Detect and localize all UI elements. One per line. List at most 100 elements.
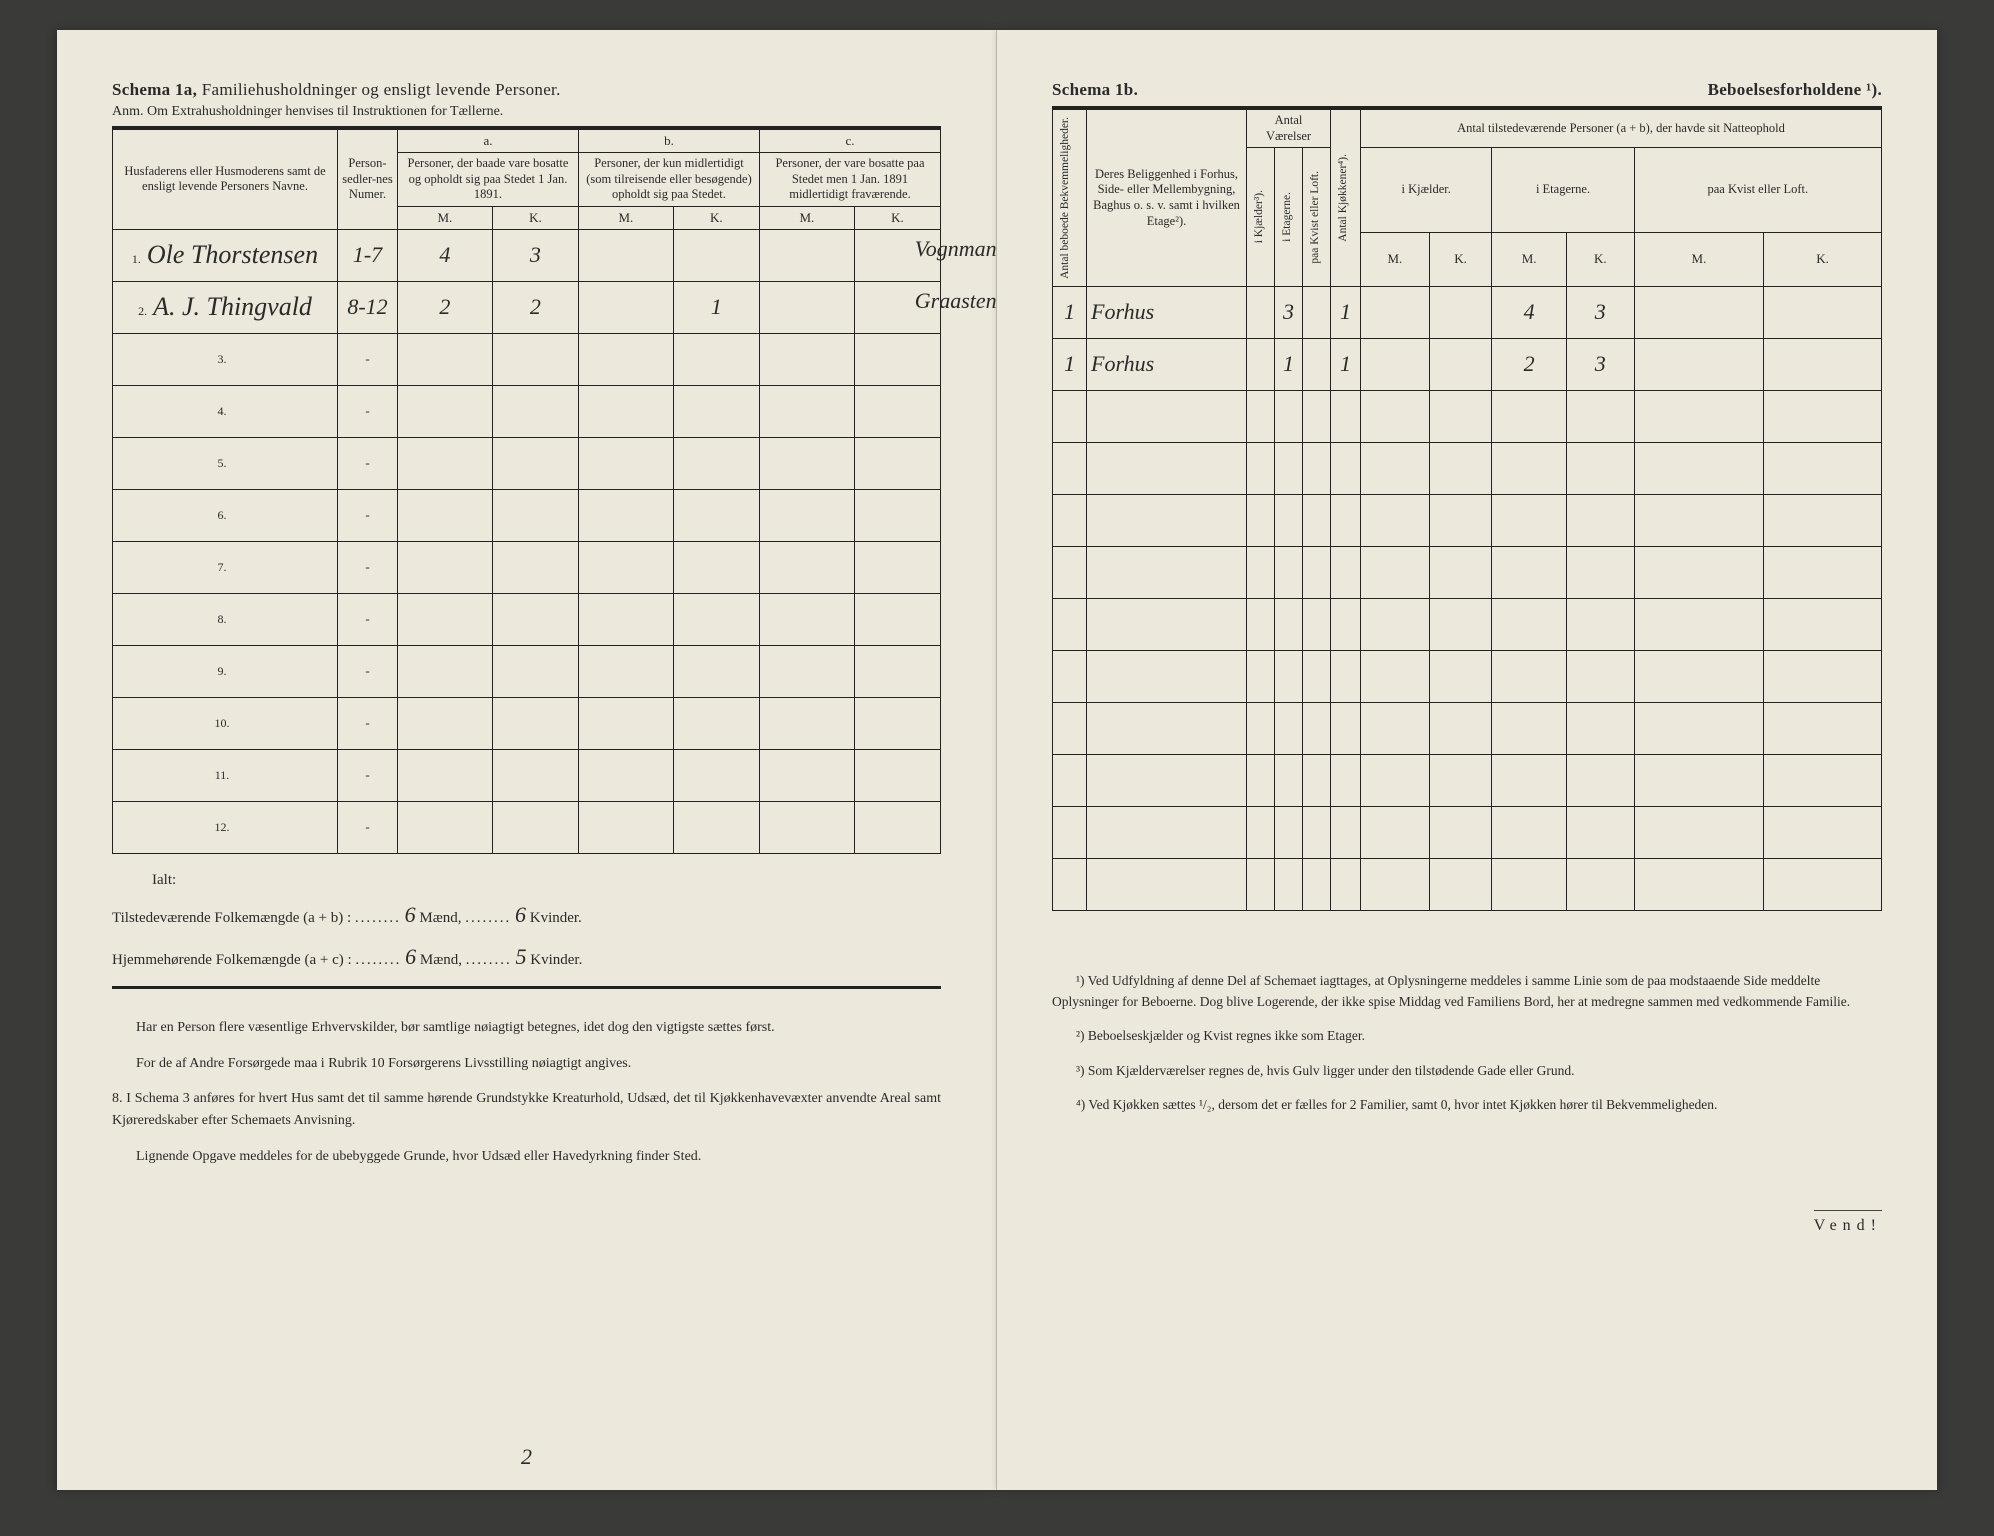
kj_k-cell bbox=[1429, 286, 1492, 338]
table-row: 4.- bbox=[113, 385, 941, 437]
kv_k-cell bbox=[1764, 702, 1882, 754]
kv_k-cell bbox=[1764, 546, 1882, 598]
mk-cell bbox=[398, 697, 493, 749]
c-m: M. bbox=[759, 206, 854, 229]
table-row: 12.- bbox=[113, 801, 941, 853]
n-kj: i Kjælder. bbox=[1361, 148, 1492, 232]
v_et-cell bbox=[1275, 546, 1303, 598]
kv_m-cell bbox=[1634, 338, 1764, 390]
col-kjok: Antal Kjøkkener⁴). bbox=[1335, 150, 1352, 246]
t1b-bold: Schema 1b. bbox=[1052, 80, 1138, 99]
table-row bbox=[1053, 858, 1882, 910]
v_kj-cell bbox=[1247, 598, 1275, 650]
kj_k-cell bbox=[1429, 754, 1492, 806]
t2-m: 6 bbox=[405, 944, 416, 969]
table-row: 11.- bbox=[113, 749, 941, 801]
mk-cell bbox=[578, 541, 673, 593]
v_et-cell: 3 bbox=[1275, 286, 1303, 338]
mk-cell bbox=[759, 749, 854, 801]
kv_k-cell bbox=[1764, 442, 1882, 494]
et_m-cell bbox=[1492, 858, 1567, 910]
mk-cell bbox=[673, 801, 759, 853]
v_kj-cell bbox=[1247, 338, 1275, 390]
b-k: K. bbox=[673, 206, 759, 229]
numer-cell: 8-12 bbox=[338, 281, 398, 333]
mk-cell bbox=[673, 697, 759, 749]
mk-cell bbox=[578, 645, 673, 697]
v_kv-cell bbox=[1303, 858, 1331, 910]
table-row: 10.- bbox=[113, 697, 941, 749]
mk-cell: 3 bbox=[492, 229, 578, 281]
v_kv-cell bbox=[1303, 754, 1331, 806]
v_kv-cell bbox=[1303, 598, 1331, 650]
mk-cell bbox=[578, 333, 673, 385]
et_k-cell bbox=[1566, 546, 1634, 598]
et_k-cell: 3 bbox=[1566, 338, 1634, 390]
ialt-label: Ialt: bbox=[112, 866, 941, 895]
t2-k-unit: Kvinder. bbox=[530, 952, 582, 968]
belig-cell bbox=[1087, 546, 1247, 598]
et_k-cell bbox=[1566, 858, 1634, 910]
bekv-cell bbox=[1053, 702, 1087, 754]
mk-cell bbox=[578, 593, 673, 645]
page-marker: 2 bbox=[521, 1444, 532, 1470]
et_k-cell bbox=[1566, 598, 1634, 650]
fp-2: 8. I Schema 3 anføres for hvert Hus samt… bbox=[112, 1088, 941, 1131]
grp-vaer: Antal Værelser bbox=[1247, 110, 1331, 148]
v_kv-cell bbox=[1303, 338, 1331, 390]
kj_k-cell bbox=[1429, 702, 1492, 754]
kv_k-cell bbox=[1764, 598, 1882, 650]
kj_m-cell bbox=[1361, 858, 1430, 910]
mk-cell bbox=[673, 749, 759, 801]
table-row: 2.A. J. Thingvald8-12221Graastensmurer bbox=[113, 281, 941, 333]
mk-cell bbox=[759, 333, 854, 385]
col-belig: Deres Beliggenhed i Forhus, Side- eller … bbox=[1087, 110, 1247, 287]
numer-cell: - bbox=[338, 385, 398, 437]
kj_m-cell bbox=[1361, 806, 1430, 858]
name-cell: 5. bbox=[113, 437, 338, 489]
kj-k: K. bbox=[1429, 232, 1492, 286]
mk-cell bbox=[492, 749, 578, 801]
numer-cell: 1-7 bbox=[338, 229, 398, 281]
table-row bbox=[1053, 754, 1882, 806]
mk-cell bbox=[578, 801, 673, 853]
table-row: 9.- bbox=[113, 645, 941, 697]
kj_k-cell bbox=[1429, 650, 1492, 702]
schema-1b-sub: Beboelsesforholdene ¹). bbox=[1708, 80, 1882, 100]
t1-m: 6 bbox=[405, 902, 416, 927]
name-cell: 10. bbox=[113, 697, 338, 749]
belig-cell bbox=[1087, 806, 1247, 858]
name-cell: 4. bbox=[113, 385, 338, 437]
mk-cell bbox=[759, 697, 854, 749]
bekv-cell bbox=[1053, 390, 1087, 442]
fp-3: Lignende Opgave meddeles for de ubebygge… bbox=[112, 1146, 941, 1168]
vend-label: Vend! bbox=[1814, 1210, 1882, 1235]
table-row: 1Forhus3143 bbox=[1053, 286, 1882, 338]
total-line-2: Hjemmehørende Folkemængde (a + c) : ....… bbox=[112, 936, 941, 978]
table-row bbox=[1053, 546, 1882, 598]
grp-b-sub: Personer, der kun midlertidigt (som tilr… bbox=[578, 153, 759, 207]
et_m-cell: 2 bbox=[1492, 338, 1567, 390]
t2-k: 5 bbox=[516, 944, 527, 969]
v_kj-cell bbox=[1247, 286, 1275, 338]
n-kv: paa Kvist eller Loft. bbox=[1634, 148, 1881, 232]
kjok-cell: 1 bbox=[1331, 338, 1361, 390]
et_k-cell bbox=[1566, 390, 1634, 442]
mk-cell: 2 bbox=[492, 281, 578, 333]
left-page: Schema 1a, Familiehusholdninger og ensli… bbox=[57, 30, 997, 1490]
mk-cell bbox=[673, 333, 759, 385]
belig-cell bbox=[1087, 702, 1247, 754]
fn-0: ¹) Ved Udfyldning af denne Del af Schema… bbox=[1052, 971, 1882, 1013]
mk-cell bbox=[854, 749, 940, 801]
et_k-cell: 3 bbox=[1566, 286, 1634, 338]
et_m-cell bbox=[1492, 546, 1567, 598]
kv_k-cell bbox=[1764, 650, 1882, 702]
mk-cell bbox=[673, 437, 759, 489]
table-row bbox=[1053, 494, 1882, 546]
t1-k-unit: Kvinder. bbox=[530, 910, 582, 926]
et_m-cell bbox=[1492, 650, 1567, 702]
name-cell: 2.A. J. Thingvald bbox=[113, 281, 338, 333]
v_et-cell bbox=[1275, 390, 1303, 442]
kjok-cell bbox=[1331, 754, 1361, 806]
title-bold: Schema 1a, bbox=[112, 80, 197, 99]
